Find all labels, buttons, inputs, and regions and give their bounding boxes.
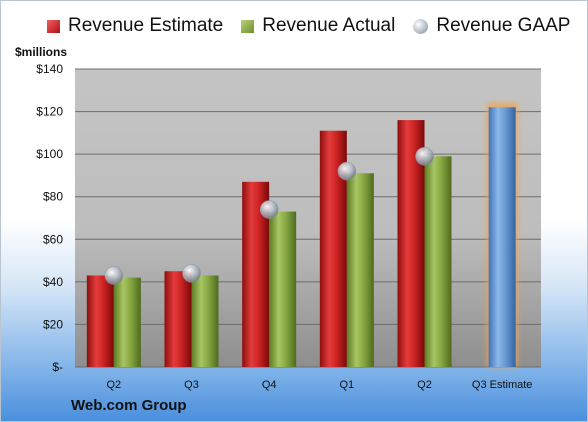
bar-revenue-actual: [191, 275, 219, 367]
x-tick-label: Q3: [184, 379, 199, 391]
legend-label-actual: Revenue Actual: [262, 15, 396, 36]
x-tick-label: Q2: [417, 379, 432, 391]
bar-revenue-estimate: [86, 275, 114, 367]
bar-revenue-actual: [269, 211, 297, 367]
marker-revenue-gaap: [182, 264, 201, 283]
y-axis-unit-label: $millions: [15, 45, 68, 59]
y-tick-label: $60: [43, 232, 63, 246]
chart-legend: Revenue Estimate Revenue Actual Revenue …: [47, 15, 570, 37]
y-tick-label: $80: [43, 190, 63, 204]
y-tick-label: $140: [36, 62, 63, 76]
y-tick-label: $-: [52, 360, 63, 374]
y-tick-label: $120: [36, 105, 63, 119]
company-name: Web.com Group: [71, 397, 187, 414]
x-tick-label: Q1: [339, 379, 354, 391]
legend-item-estimate: Revenue Estimate: [47, 15, 223, 37]
bar-revenue-estimate: [164, 271, 192, 367]
plot-area: [75, 69, 541, 367]
marker-revenue-gaap: [259, 200, 279, 219]
marker-revenue-gaap: [337, 161, 357, 181]
bar-q3-estimate: [488, 107, 516, 368]
marker-revenue-gaap: [104, 266, 124, 285]
legend-item-actual: Revenue Actual: [241, 15, 395, 37]
legend-label-gaap: Revenue GAAP: [436, 15, 571, 36]
marker-revenue-gaap: [415, 147, 434, 166]
x-tick-label: Q3 Estimate: [472, 379, 533, 391]
bar-revenue-actual: [424, 156, 452, 367]
y-tick-label: $40: [43, 275, 63, 289]
bar-revenue-actual: [346, 173, 374, 367]
legend-swatch-estimate: [47, 19, 60, 33]
legend-swatch-gaap: [413, 18, 429, 34]
y-tick-label: $20: [43, 317, 63, 331]
legend-swatch-actual: [241, 19, 255, 33]
legend-label-estimate: Revenue Estimate: [68, 15, 224, 36]
legend-item-gaap: Revenue GAAP: [413, 15, 570, 37]
y-tick-label: $100: [36, 147, 63, 161]
x-tick-label: Q2: [106, 379, 121, 391]
bar-revenue-actual: [113, 277, 141, 367]
x-tick-label: Q4: [262, 379, 277, 391]
